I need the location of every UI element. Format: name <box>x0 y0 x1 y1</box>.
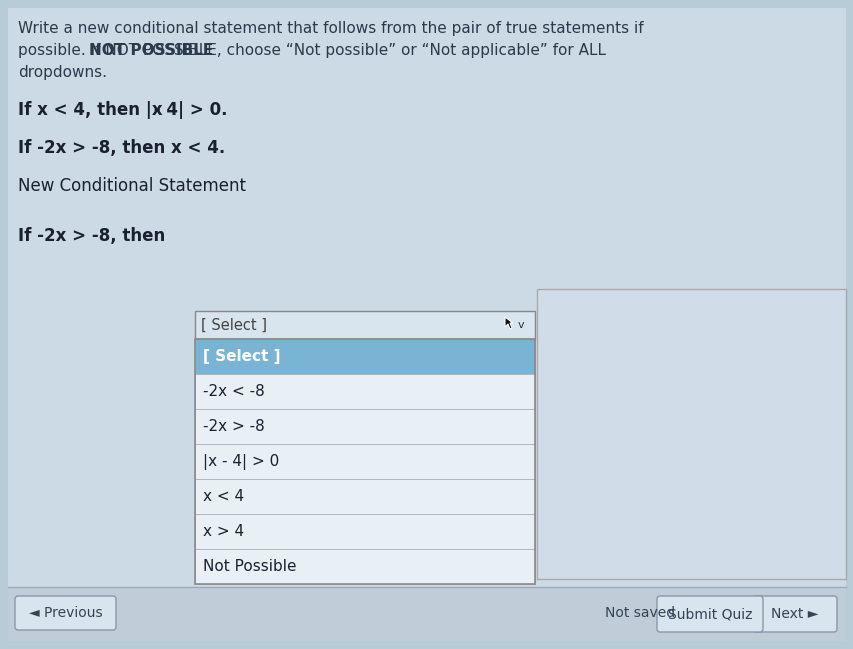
Text: Submit Quiz: Submit Quiz <box>667 607 751 621</box>
Text: [ Select ]: [ Select ] <box>200 317 267 332</box>
Text: v: v <box>517 320 524 330</box>
FancyBboxPatch shape <box>15 596 116 630</box>
FancyBboxPatch shape <box>194 409 534 444</box>
FancyBboxPatch shape <box>537 289 845 579</box>
FancyBboxPatch shape <box>194 311 534 339</box>
FancyBboxPatch shape <box>194 374 534 409</box>
FancyBboxPatch shape <box>194 549 534 584</box>
Text: x < 4: x < 4 <box>203 489 244 504</box>
FancyBboxPatch shape <box>656 596 762 632</box>
Text: NOT POSSIBLE: NOT POSSIBLE <box>90 43 213 58</box>
FancyBboxPatch shape <box>194 339 534 374</box>
Text: possible. If NOT POSSIBLE, choose “Not possible” or “Not applicable” for ALL: possible. If NOT POSSIBLE, choose “Not p… <box>18 43 606 58</box>
Text: -2x < -8: -2x < -8 <box>203 384 264 399</box>
Text: Next ►: Next ► <box>770 607 818 621</box>
Text: dropdowns.: dropdowns. <box>18 65 107 80</box>
Text: x > 4: x > 4 <box>203 524 244 539</box>
Text: If -2x > -8, then x < 4.: If -2x > -8, then x < 4. <box>18 139 225 157</box>
Text: Not saved: Not saved <box>604 606 674 620</box>
Text: New Conditional Statement: New Conditional Statement <box>18 177 246 195</box>
Text: - 4| > 0.: - 4| > 0. <box>148 101 227 119</box>
Text: If -2x > -8, then: If -2x > -8, then <box>18 227 165 245</box>
FancyBboxPatch shape <box>8 8 845 641</box>
Text: Not Possible: Not Possible <box>203 559 296 574</box>
Text: |x - 4| > 0: |x - 4| > 0 <box>203 454 279 469</box>
Text: ◄ Previous: ◄ Previous <box>29 606 102 620</box>
Text: Write a new conditional statement that follows from the pair of true statements : Write a new conditional statement that f… <box>18 21 643 36</box>
FancyBboxPatch shape <box>194 444 534 479</box>
FancyBboxPatch shape <box>8 587 845 641</box>
Text: [ Select ]: [ Select ] <box>203 349 280 364</box>
Text: -2x > -8: -2x > -8 <box>203 419 264 434</box>
FancyBboxPatch shape <box>752 596 836 632</box>
Text: If x < 4, then |x: If x < 4, then |x <box>18 101 162 119</box>
Polygon shape <box>504 317 513 329</box>
FancyBboxPatch shape <box>194 514 534 549</box>
FancyBboxPatch shape <box>194 479 534 514</box>
